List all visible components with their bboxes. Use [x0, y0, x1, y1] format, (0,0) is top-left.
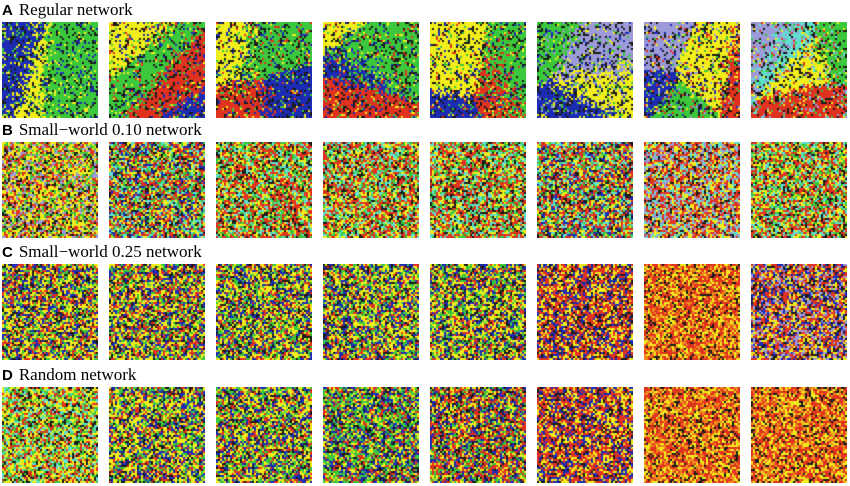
panel-letter: D — [2, 367, 13, 384]
lattice-panel — [109, 22, 205, 118]
panel-letter: B — [2, 122, 13, 139]
lattice-panel — [323, 387, 419, 483]
row-title: Small−world 0.10 network — [18, 120, 202, 139]
row-label-a: A Regular network — [2, 0, 133, 20]
lattice-panel — [109, 142, 205, 238]
row-label-d: D Random network — [2, 365, 136, 385]
lattice-panel — [216, 22, 312, 118]
lattice-panel — [644, 22, 740, 118]
panel-letter: C — [2, 244, 13, 261]
lattice-panel — [644, 264, 740, 360]
lattice-panel — [644, 387, 740, 483]
lattice-panel — [644, 142, 740, 238]
lattice-panel — [323, 142, 419, 238]
lattice-panel — [430, 264, 526, 360]
lattice-panel — [109, 264, 205, 360]
lattice-panel — [537, 142, 633, 238]
row-title: Regular network — [18, 0, 133, 19]
lattice-panel — [2, 142, 98, 238]
lattice-panel — [323, 22, 419, 118]
lattice-panel — [216, 264, 312, 360]
lattice-panel — [2, 22, 98, 118]
row-title: Random network — [18, 365, 137, 384]
lattice-panel — [751, 264, 847, 360]
lattice-panel — [430, 22, 526, 118]
lattice-panel — [216, 142, 312, 238]
lattice-panel — [430, 387, 526, 483]
lattice-panel — [216, 387, 312, 483]
lattice-panel — [751, 387, 847, 483]
lattice-panel — [537, 387, 633, 483]
lattice-panel — [323, 264, 419, 360]
lattice-panel — [537, 22, 633, 118]
row-label-b: B Small−world 0.10 network — [2, 120, 202, 140]
lattice-panel — [751, 142, 847, 238]
row-label-c: C Small−world 0.25 network — [2, 242, 202, 262]
lattice-panel — [2, 387, 98, 483]
lattice-panel — [751, 22, 847, 118]
lattice-panel — [2, 264, 98, 360]
row-title: Small−world 0.25 network — [18, 242, 202, 261]
lattice-panel — [109, 387, 205, 483]
panel-letter: A — [2, 2, 13, 19]
lattice-panel — [430, 142, 526, 238]
lattice-panel — [537, 264, 633, 360]
